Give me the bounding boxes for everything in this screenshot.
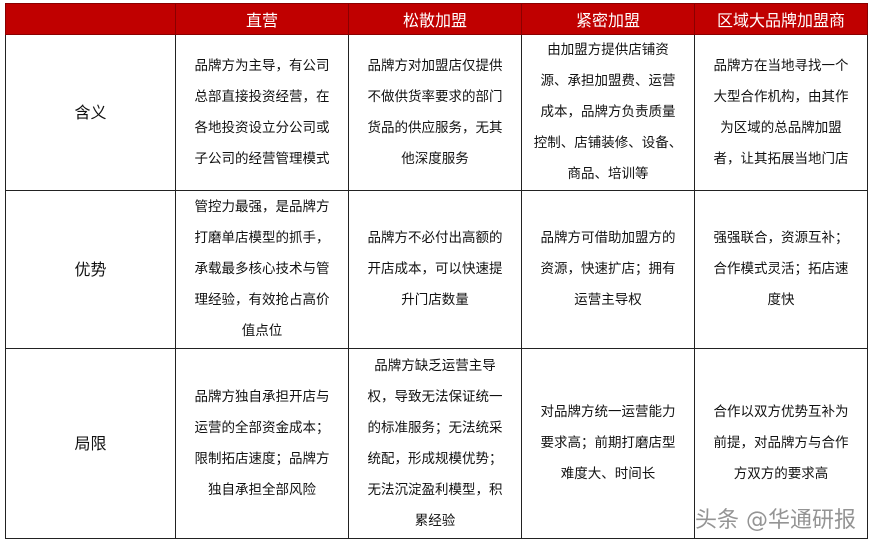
table-cell: 由加盟方提供店铺资 源、承担加盟费、运营 成本，品牌方负责质量 控制、店铺装修、设备、… xyxy=(521,34,695,191)
cell-text-line: 品牌方可借助加盟方的 xyxy=(540,230,676,246)
row-label: 含义 xyxy=(5,34,176,191)
cell-text-line: 值点位 xyxy=(241,323,283,339)
cell-text-line: 资源，快速扩店；拥有 xyxy=(540,261,676,277)
cell-text-line: 品牌方缺乏运营主导 xyxy=(374,357,496,374)
cell-text-line: 承载最多核心技术与管 xyxy=(194,261,330,277)
cell-text-line: 独自承担全部风险 xyxy=(208,481,316,498)
column-header: 紧密加盟 xyxy=(521,3,695,35)
cell-text-line: 对品牌方统一运营能力 xyxy=(540,404,676,420)
table-cell: 品牌方对加盟店仅提供 不做供货率要求的部门 货品的供应服务，无其 他深度服务 xyxy=(348,34,522,191)
cell-text-line: 总部直接投资经营，在 xyxy=(194,88,330,105)
table-cell: 品牌方不必付出高额的 开店成本，可以快速提 升门店数量 xyxy=(348,190,522,349)
cell-text-line: 不做供货率要求的部门 xyxy=(367,88,503,105)
column-header: 松散加盟 xyxy=(348,3,522,35)
column-header: 区域大品牌加盟商 xyxy=(694,3,868,35)
comparison-table: 直营 松散加盟 紧密加盟 区域大品牌加盟商 含义 品牌方为主导，有公司 总部直接投资经营，… xyxy=(5,3,868,539)
cell-text-line: 方双方的要求高 xyxy=(733,466,829,482)
table-cell: 强强联合，资源互补； 合作模式灵活；拓店速 度快 xyxy=(694,190,868,349)
column-header xyxy=(5,3,176,35)
cell-text-line: 大型合作机构，由其作 xyxy=(713,88,849,105)
cell-text-line: 源、承担加盟费、运营 xyxy=(540,73,676,89)
cell-text-line: 强强联合，资源互补； xyxy=(713,230,849,246)
cell-text-line: 成本，品牌方负责质量 xyxy=(540,104,676,120)
cell-text-line: 控制、店铺装修、设备、 xyxy=(533,135,683,151)
row-label: 局限 xyxy=(5,348,176,539)
cell-text-line: 升门店数量 xyxy=(401,292,469,308)
cell-text-line: 累经验 xyxy=(414,512,456,529)
cell-text-line: 品牌方独自承担开店与 xyxy=(194,388,330,405)
cell-text-line: 要求高；前期打磨店型 xyxy=(540,435,676,451)
cell-text-line: 运营的全部资金成本； xyxy=(194,419,330,436)
cell-text-line: 由加盟方提供店铺资 xyxy=(547,42,669,58)
cell-text-line: 理经验，有效抢占高价 xyxy=(194,292,330,308)
cell-text-line: 各地投资设立分公司或 xyxy=(194,119,330,136)
cell-text-line: 管控力最强，是品牌方 xyxy=(194,199,330,215)
cell-text-line: 运营主导权 xyxy=(574,292,642,308)
cell-text-line: 品牌方为主导，有公司 xyxy=(194,57,330,74)
table-cell: 管控力最强，是品牌方 打磨单店模型的抓手， 承载最多核心技术与管 理经验，有效抢占高价… xyxy=(175,190,349,349)
cell-text-line: 前提，对品牌方与合作 xyxy=(713,435,849,451)
cell-text-line: 统配，形成规模优势； xyxy=(367,450,503,467)
cell-text-line: 的标准服务；无法统采 xyxy=(367,419,503,436)
cell-text-line: 为区域的总品牌加盟 xyxy=(720,119,842,136)
cell-text-line: 他深度服务 xyxy=(401,150,469,167)
cell-text-line: 合作以双方优势互补为 xyxy=(713,404,849,420)
cell-text-line: 品牌方对加盟店仅提供 xyxy=(367,57,503,74)
table-cell: 品牌方缺乏运营主导 权，导致无法保证统一 的标准服务；无法统采 统配，形成规模优势； 无… xyxy=(348,348,522,539)
cell-text-line: 商品、培训等 xyxy=(567,166,649,182)
cell-text-line: 子公司的经营管理模式 xyxy=(194,150,330,167)
table-cell: 品牌方在当地寻找一个 大型合作机构，由其作 为区域的总品牌加盟 者，让其拓展当地门店 xyxy=(694,34,868,191)
table-row: 含义 品牌方为主导，有公司 总部直接投资经营，在 各地投资设立分公司或 子公司的经营管理… xyxy=(5,34,868,191)
cell-text-line: 者，让其拓展当地门店 xyxy=(713,150,849,167)
cell-text-line: 品牌方在当地寻找一个 xyxy=(713,57,849,74)
table-cell: 品牌方可借助加盟方的 资源，快速扩店；拥有 运营主导权 xyxy=(521,190,695,349)
table-cell: 品牌方独自承担开店与 运营的全部资金成本； 限制拓店速度；品牌方 独自承担全部风险 xyxy=(175,348,349,539)
cell-text-line: 打磨单店模型的抓手， xyxy=(194,230,330,246)
cell-text-line: 无法沉淀盈利模型，积 xyxy=(367,481,503,498)
cell-text-line: 权，导致无法保证统一 xyxy=(367,388,503,405)
table-row: 局限 品牌方独自承担开店与 运营的全部资金成本； 限制拓店速度；品牌方 独自承担全部风险… xyxy=(5,348,868,539)
table-cell: 品牌方为主导，有公司 总部直接投资经营，在 各地投资设立分公司或 子公司的经营管理模式 xyxy=(175,34,349,191)
table-cell: 对品牌方统一运营能力 要求高；前期打磨店型 难度大、时间长 xyxy=(521,348,695,539)
cell-text-line: 合作模式灵活；拓店速 xyxy=(713,261,849,277)
cell-text-line: 开店成本，可以快速提 xyxy=(367,261,503,277)
column-header: 直营 xyxy=(175,3,349,35)
row-label: 优势 xyxy=(5,190,176,349)
cell-text-line: 限制拓店速度；品牌方 xyxy=(194,450,330,467)
header-row: 直营 松散加盟 紧密加盟 区域大品牌加盟商 xyxy=(5,3,868,35)
cell-text-line: 货品的供应服务，无其 xyxy=(367,119,503,136)
table-row: 优势 管控力最强，是品牌方 打磨单店模型的抓手， 承载最多核心技术与管 理经验，有效抢占… xyxy=(5,190,868,349)
cell-text-line: 度快 xyxy=(767,292,795,308)
cell-text-line: 品牌方不必付出高额的 xyxy=(367,230,503,246)
cell-text-line: 难度大、时间长 xyxy=(560,466,656,482)
table-cell: 合作以双方优势互补为 前提，对品牌方与合作 方双方的要求高 xyxy=(694,348,868,539)
